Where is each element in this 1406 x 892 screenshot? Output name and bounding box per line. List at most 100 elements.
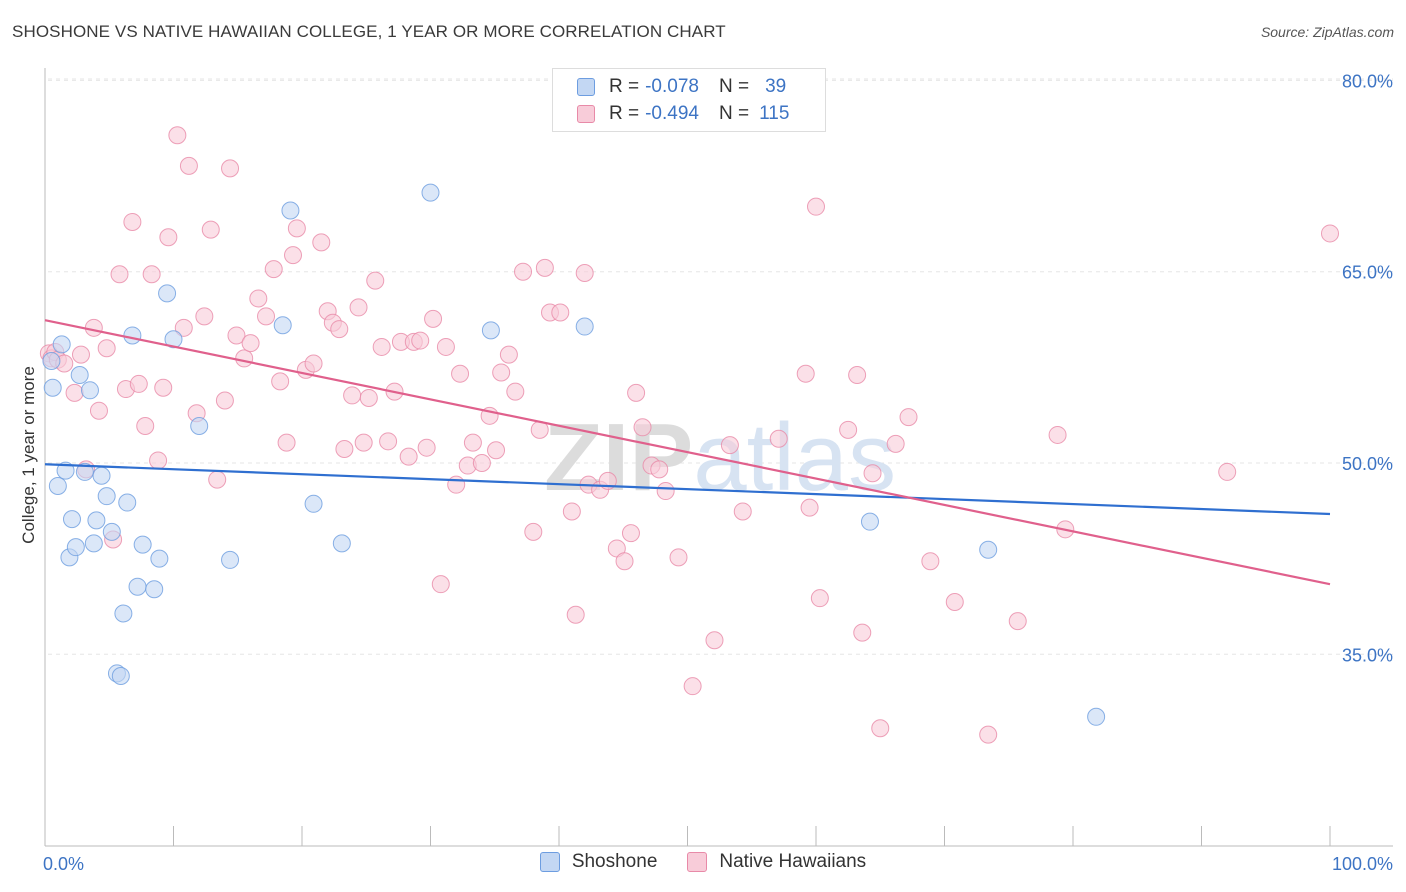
data-point-native-hawaiians [372,337,391,356]
bottom-legend-swatch-shoshone [539,852,560,872]
data-point-shoshone [158,284,177,303]
data-point-native-hawaiians [264,260,283,279]
data-point-native-hawaiians [796,364,815,383]
data-point-shoshone [1087,707,1106,726]
data-point-native-hawaiians [451,364,470,383]
data-point-native-hawaiians [227,326,246,345]
data-point-native-hawaiians [304,354,323,373]
data-point-shoshone [273,316,292,335]
data-point-shoshone [70,366,89,385]
bottom-legend-swatch-native-hawaiians [687,852,708,872]
data-point-native-hawaiians [312,233,331,252]
data-point-native-hawaiians [921,552,940,571]
data-point-native-hawaiians [159,228,178,247]
data-point-shoshone [48,476,67,495]
data-point-shoshone [304,494,323,513]
data-point-native-hawaiians [650,460,669,479]
data-point-native-hawaiians [492,363,511,382]
data-point-shoshone [118,493,137,512]
trend-line-native-hawaiians [44,319,1331,586]
data-point-shoshone [123,326,142,345]
data-point-native-hawaiians [627,383,646,402]
data-point-native-hawaiians [720,436,739,455]
legend-n-label: N = [718,103,750,124]
data-point-native-hawaiians [535,258,554,277]
data-point-native-hawaiians [411,331,430,350]
data-point-shoshone [860,512,879,531]
data-point-native-hawaiians [800,498,819,517]
legend-r-label: R = [609,76,640,97]
x-tick-label: 0.0% [43,854,84,874]
data-point-native-hawaiians [615,552,634,571]
data-point-native-hawaiians [447,475,466,494]
data-point-native-hawaiians [136,417,155,436]
data-point-native-hawaiians [84,318,103,337]
y-tick-label: 50.0% [1342,454,1393,474]
legend-swatch-shoshone [577,78,595,96]
data-point-shoshone [97,487,116,506]
chart-title: SHOSHONE VS NATIVE HAWAIIAN COLLEGE, 1 Y… [12,22,726,41]
data-point-shoshone [979,540,998,559]
data-point-native-hawaiians [335,439,354,458]
axes [44,68,1393,847]
bottom-legend-label-shoshone: Shoshone [571,851,658,872]
data-point-native-hawaiians [848,366,867,385]
x-tick-label: 100.0% [1332,854,1393,874]
data-point-native-hawaiians [343,386,362,405]
trend-line-shoshone [44,463,1331,516]
data-point-native-hawaiians [379,432,398,451]
data-point-native-hawaiians [424,309,443,328]
data-point-native-hawaiians [123,212,142,231]
data-point-native-hawaiians [524,522,543,541]
data-point-shoshone [114,604,133,623]
trend-lines [44,319,1331,586]
legend-n-value: 39 [765,76,787,97]
data-point-native-hawaiians [399,447,418,466]
data-point-shoshone [133,535,152,554]
data-point-native-hawaiians [249,289,268,308]
data-point-native-hawaiians [201,220,220,239]
data-point-native-hawaiians [97,339,116,358]
data-point-shoshone [84,534,103,553]
data-point-native-hawaiians [733,502,752,521]
data-point-shoshone [150,549,169,568]
data-point-native-hawaiians [71,345,90,364]
bottom-legend-label-native-hawaiians: Native Hawaiians [719,851,867,872]
data-point-native-hawaiians [149,451,168,470]
data-point-native-hawaiians [807,197,825,216]
bottom-legend: Shoshone Native Hawaiians [0,851,1406,873]
data-point-native-hawaiians [235,349,254,368]
series-native-hawaiians [39,126,1339,744]
series-shoshone [42,183,1106,726]
data-point-native-hawaiians [110,265,129,284]
data-point-native-hawaiians [271,372,290,391]
data-point-shoshone [56,461,75,480]
data-point-native-hawaiians [417,438,436,457]
data-point-native-hawaiians [705,631,724,650]
data-point-native-hawaiians [284,246,303,265]
data-point-shoshone [281,201,300,220]
data-point-shoshone [332,534,351,553]
data-point-native-hawaiians [436,337,455,356]
y-axis-label: College, 1 year or more [19,366,38,544]
data-point-native-hawaiians [669,548,688,567]
data-point-shoshone [66,538,85,557]
data-point-native-hawaiians [154,378,173,397]
data-point-native-hawaiians [979,725,998,744]
data-point-native-hawaiians [886,434,905,453]
data-point-native-hawaiians [359,388,378,407]
data-point-native-hawaiians [769,429,788,448]
data-point-native-hawaiians [551,303,570,322]
data-point-shoshone [190,417,209,436]
y-tick-label: 65.0% [1342,263,1393,283]
gridlines [48,78,1393,655]
data-point-shoshone [221,550,240,569]
data-point-native-hawaiians [174,318,193,337]
legend-n-label: N = [718,76,750,97]
legend-row-native-hawaiians: R = -0.494 N = 115 [577,101,789,127]
data-point-shoshone [42,351,61,370]
data-point-native-hawaiians [871,719,890,738]
data-point-native-hawaiians [431,575,450,594]
data-point-native-hawaiians [1008,612,1027,631]
